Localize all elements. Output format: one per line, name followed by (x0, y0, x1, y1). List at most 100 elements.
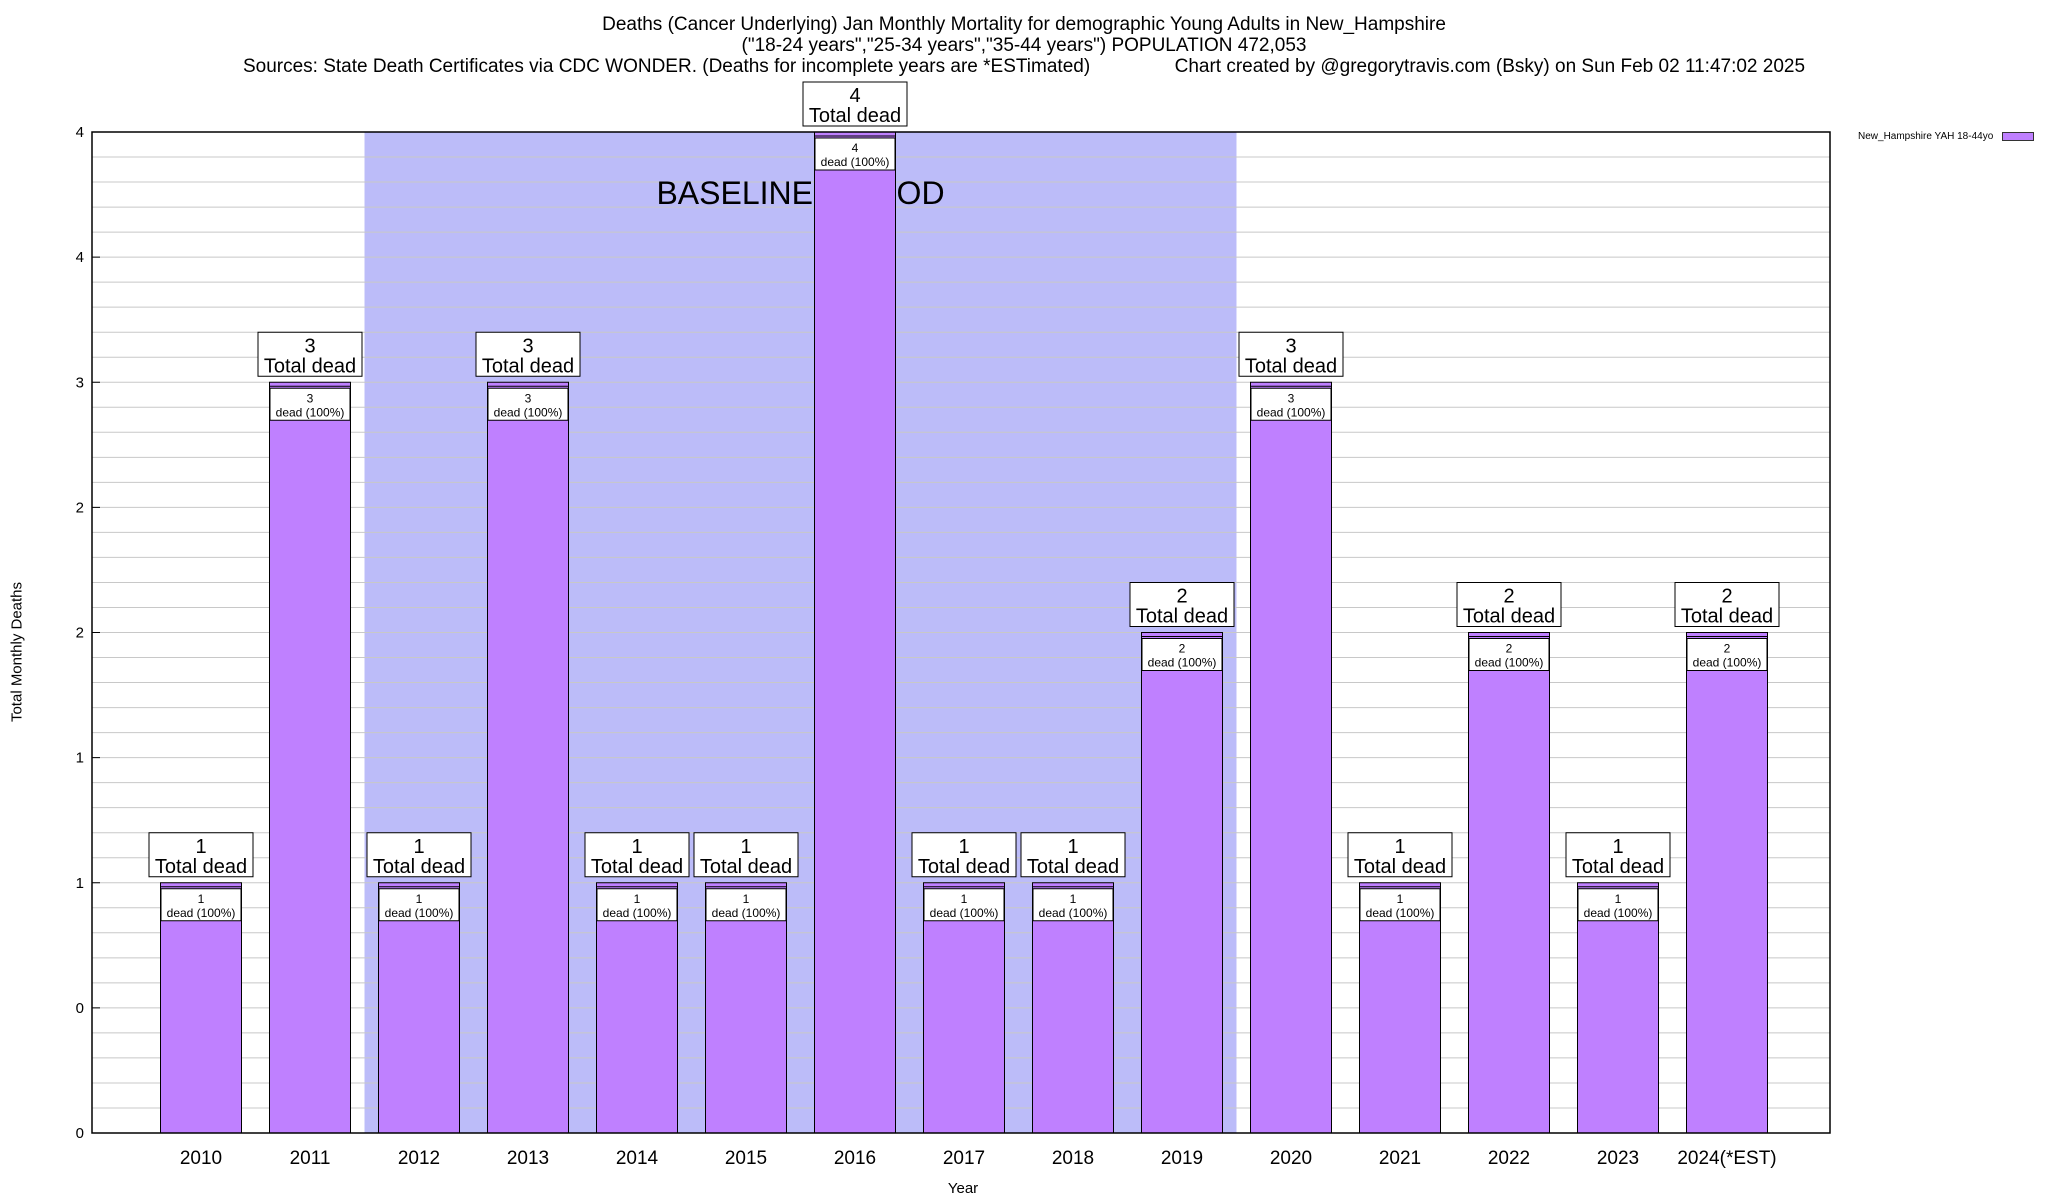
bar (160, 882, 242, 1134)
bar (1141, 632, 1223, 1134)
x-tick-label: 2010 (180, 1148, 222, 1169)
total-label-box (802, 81, 908, 127)
inner-label-text: dead (100%) (1584, 906, 1653, 920)
bar (923, 882, 1005, 1134)
inner-label-text: dead (100%) (494, 405, 563, 419)
total-label-box (148, 832, 254, 878)
y-axis-label: Total Monthly Deaths (8, 581, 26, 723)
inner-label-text: dead (100%) (167, 906, 236, 920)
total-label-value: 3 (522, 335, 533, 357)
total-label-value: 1 (1612, 836, 1623, 858)
x-tick-label: 2018 (1052, 1148, 1094, 1169)
total-label-box (584, 832, 690, 878)
y-tick-label: 2 (76, 625, 84, 642)
inner-label-value: 3 (307, 391, 314, 405)
total-label-text: Total dead (482, 355, 574, 377)
bar (378, 882, 460, 1134)
y-tick-label: 4 (76, 124, 84, 141)
title-line-2: ("18-24 years","25-34 years","35-44 year… (741, 35, 1307, 56)
total-label-text: Total dead (155, 856, 247, 878)
inner-label-box (705, 888, 787, 922)
total-label-box (1565, 832, 1671, 878)
inner-label-box (487, 387, 569, 421)
bar (1577, 882, 1659, 1134)
inner-label-box (160, 888, 242, 922)
total-label-text: Total dead (809, 105, 901, 127)
inner-label-value: 1 (743, 892, 750, 906)
baseline-label: BASELINE PERIOD (656, 175, 944, 211)
bar (814, 131, 896, 1134)
total-label-value: 1 (1067, 836, 1078, 858)
x-tick-label: 2024(*EST) (1677, 1148, 1776, 1169)
chart-title: Deaths (Cancer Underlying) Jan Monthly M… (0, 14, 2048, 77)
x-tick-label: 2023 (1597, 1148, 1639, 1169)
total-label-value: 1 (958, 836, 969, 858)
total-label-box (911, 832, 1017, 878)
inner-label-value: 3 (525, 391, 532, 405)
total-label-box (1238, 331, 1344, 377)
inner-label-box (1686, 638, 1768, 671)
plot-border (91, 131, 1831, 1134)
inner-label-value: 1 (198, 892, 205, 906)
total-label-text: Total dead (264, 355, 356, 377)
y-tick-label: 4 (76, 249, 84, 266)
total-label-box (1129, 582, 1235, 627)
bar (1250, 381, 1332, 1134)
inner-label-box (1359, 888, 1441, 922)
inner-label-box (814, 137, 896, 171)
inner-label-text: dead (100%) (1693, 656, 1762, 670)
total-label-text: Total dead (1681, 606, 1773, 628)
total-label-value: 2 (1721, 586, 1732, 608)
inner-label-box (1250, 387, 1332, 421)
y-tick-label: 2 (76, 499, 84, 516)
inner-label-text: dead (100%) (821, 155, 890, 169)
bar (487, 381, 569, 1134)
inner-label-box (1468, 638, 1550, 671)
inner-label-text: dead (100%) (1475, 656, 1544, 670)
x-axis-label: Year (947, 1180, 979, 1197)
total-label-value: 4 (849, 85, 860, 107)
inner-label-text: dead (100%) (1039, 906, 1108, 920)
total-label-value: 2 (1176, 586, 1187, 608)
y-tick-label: 0 (76, 1000, 84, 1017)
inner-label-box (1577, 888, 1659, 922)
inner-label-box (596, 888, 678, 922)
bar (1468, 632, 1550, 1134)
total-label-box (693, 832, 799, 878)
total-label-box (1347, 832, 1453, 878)
inner-label-text: dead (100%) (385, 906, 454, 920)
inner-label-text: dead (100%) (1257, 405, 1326, 419)
legend-label: New_Hampshire YAH 18-44yo (1858, 131, 1994, 142)
total-label-value: 1 (413, 836, 424, 858)
total-label-value: 2 (1503, 586, 1514, 608)
total-label-text: Total dead (591, 856, 683, 878)
inner-label-text: dead (100%) (1366, 906, 1435, 920)
total-label-box (257, 331, 363, 377)
title-line-3: Sources: State Death Certificates via CD… (242, 56, 1806, 77)
legend: New_Hampshire YAH 18-44yo (1858, 131, 2035, 142)
total-label-text: Total dead (918, 856, 1010, 878)
total-label-box (1456, 582, 1562, 627)
inner-label-box (1032, 888, 1114, 922)
x-tick-label: 2016 (834, 1148, 876, 1169)
y-tick-label: 1 (76, 750, 84, 767)
title-line-1: Deaths (Cancer Underlying) Jan Monthly M… (602, 14, 1446, 35)
inner-label-value: 2 (1179, 642, 1186, 656)
total-label-text: Total dead (1354, 856, 1446, 878)
inner-label-value: 2 (1506, 642, 1513, 656)
total-label-box (475, 331, 581, 377)
total-label-text: Total dead (700, 856, 792, 878)
x-tick-label: 2017 (943, 1148, 985, 1169)
inner-label-text: dead (100%) (1148, 656, 1217, 670)
inner-label-value: 1 (634, 892, 641, 906)
inner-label-value: 1 (961, 892, 968, 906)
inner-label-value: 1 (1615, 892, 1622, 906)
bar (269, 381, 351, 1134)
inner-label-box (378, 888, 460, 922)
total-label-box (366, 832, 472, 878)
inner-label-text: dead (100%) (276, 405, 345, 419)
x-tick-label: 2021 (1379, 1148, 1421, 1169)
x-tick-label: 2020 (1270, 1148, 1312, 1169)
total-label-text: Total dead (1572, 856, 1664, 878)
